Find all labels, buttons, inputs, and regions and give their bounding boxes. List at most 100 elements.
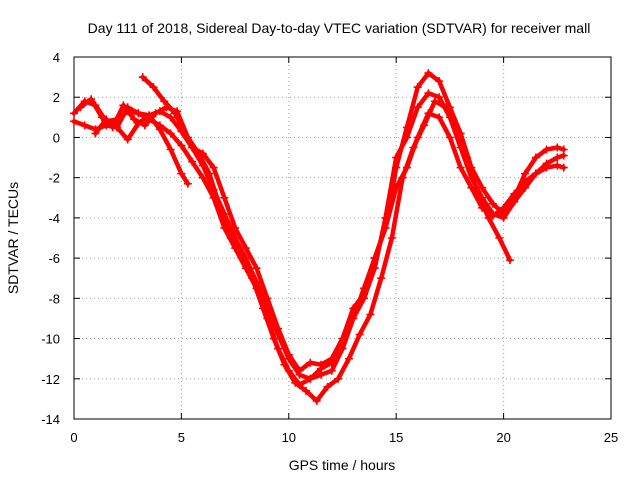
data-point <box>359 284 368 293</box>
data-point <box>424 109 433 118</box>
y-tick-label: -14 <box>41 412 60 427</box>
data-point <box>160 97 169 106</box>
x-tick-label: 20 <box>496 430 510 445</box>
x-tick-label: 5 <box>178 430 185 445</box>
data-series <box>70 69 568 405</box>
data-point <box>424 89 433 98</box>
data-point <box>140 121 149 130</box>
data-point <box>521 177 530 186</box>
data-point <box>510 189 519 198</box>
data-point <box>521 169 530 178</box>
data-point <box>499 203 508 212</box>
data-point <box>495 234 504 242</box>
data-point <box>441 103 450 112</box>
data-point <box>155 125 164 134</box>
data-point <box>553 143 562 152</box>
series-line <box>71 90 566 388</box>
series-line <box>93 113 191 186</box>
data-point <box>392 153 401 162</box>
data-point <box>145 111 154 120</box>
data-point <box>177 169 186 178</box>
data-point <box>334 374 343 383</box>
x-tick-label: 25 <box>604 430 618 445</box>
data-point <box>413 103 422 112</box>
data-point <box>413 83 422 92</box>
data-point <box>112 123 121 132</box>
data-point <box>488 211 497 220</box>
data-point <box>209 185 218 194</box>
data-point <box>291 378 300 387</box>
data-point <box>467 183 476 192</box>
y-tick-label: -8 <box>48 291 60 306</box>
y-tick-label: -12 <box>41 372 60 387</box>
series-2 <box>70 89 568 389</box>
x-tick-label: 15 <box>389 430 403 445</box>
data-point <box>402 133 411 142</box>
data-point <box>130 115 139 124</box>
data-point <box>387 234 396 242</box>
data-point <box>198 161 207 170</box>
data-point <box>435 77 444 86</box>
data-point <box>542 145 551 154</box>
data-point <box>170 109 179 118</box>
series-4 <box>138 73 568 383</box>
data-point <box>452 123 461 132</box>
data-point <box>70 117 78 126</box>
data-point <box>306 358 315 367</box>
data-point <box>327 366 336 375</box>
data-point <box>134 109 143 118</box>
data-point <box>424 69 433 78</box>
x-tick-label: 0 <box>70 430 77 445</box>
data-point <box>274 330 283 339</box>
data-point <box>355 330 364 339</box>
data-point <box>392 183 401 192</box>
data-point <box>166 145 175 154</box>
data-point <box>377 274 386 283</box>
data-point <box>344 354 353 363</box>
data-point <box>183 179 192 188</box>
y-tick-label: 2 <box>53 90 60 105</box>
y-tick-label: -2 <box>48 171 60 186</box>
data-point <box>506 256 515 265</box>
data-point <box>413 133 422 142</box>
data-point <box>151 109 160 118</box>
data-point <box>220 193 229 202</box>
data-point <box>97 113 106 122</box>
data-point <box>87 95 96 104</box>
data-point <box>70 109 78 118</box>
data-point <box>231 234 240 242</box>
chart-title: Day 111 of 2018, Sidereal Day-to-day VTE… <box>88 20 591 36</box>
x-tick-label: 10 <box>282 430 296 445</box>
data-point <box>269 334 278 343</box>
data-point <box>241 254 250 263</box>
data-point <box>430 97 439 106</box>
data-point <box>435 113 444 122</box>
data-point <box>80 121 89 130</box>
y-axis-label: SDTVAR / TECUs <box>5 182 21 294</box>
data-point <box>478 203 487 212</box>
data-point <box>463 153 472 162</box>
data-point <box>435 93 444 102</box>
data-point <box>312 396 321 405</box>
data-point <box>306 374 315 383</box>
data-point <box>76 103 85 112</box>
data-point <box>177 141 186 150</box>
ticks: 0 5 10 15 20 25 -14 -12 -10 -8 -6 -4 -2 0 2 4 <box>41 50 618 445</box>
data-point <box>102 115 111 124</box>
data-point <box>531 169 540 178</box>
data-point <box>553 153 562 162</box>
data-point <box>198 173 207 182</box>
data-point <box>252 278 261 287</box>
data-point <box>531 153 540 162</box>
data-point <box>263 304 272 313</box>
data-point <box>327 358 336 367</box>
data-point <box>188 157 197 166</box>
data-point <box>123 135 132 144</box>
data-point <box>559 163 568 172</box>
data-point <box>456 163 465 172</box>
data-point <box>542 163 551 172</box>
x-axis-label: GPS time / hours <box>289 457 396 473</box>
data-point <box>149 83 158 92</box>
y-tick-label: 0 <box>53 130 60 145</box>
